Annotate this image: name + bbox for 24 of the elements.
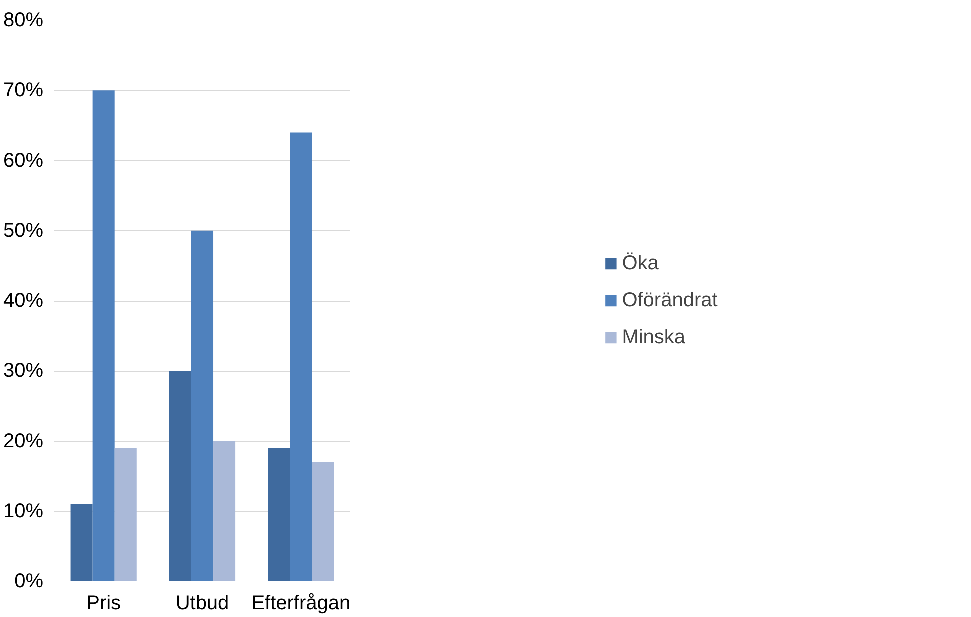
x-tick-label: Efterfrågan — [252, 592, 351, 614]
y-tick-label: 60% — [3, 150, 44, 172]
x-tick-label: Utbud — [176, 592, 230, 614]
bar — [92, 90, 115, 582]
y-tick-label: 50% — [3, 220, 44, 242]
bar — [70, 504, 93, 582]
y-tick-label: 0% — [14, 570, 44, 592]
y-tick-label: 20% — [3, 430, 44, 452]
y-tick-label: 30% — [3, 360, 44, 382]
bar — [191, 230, 214, 582]
y-tick-label: 40% — [3, 290, 44, 312]
bar — [114, 448, 137, 582]
y-tick-label: 70% — [3, 80, 44, 102]
bar — [268, 448, 290, 582]
x-tick-label: Pris — [86, 592, 122, 614]
bar — [312, 462, 334, 582]
bar — [214, 441, 236, 582]
y-tick-label: 10% — [3, 500, 44, 522]
bar — [290, 132, 312, 582]
bar — [169, 371, 192, 582]
y-tick-label: 80% — [3, 10, 44, 32]
legend-label: Öka — [622, 252, 659, 275]
legend-label: Oförändrat — [622, 289, 718, 312]
legend-label: Minska — [622, 326, 686, 349]
